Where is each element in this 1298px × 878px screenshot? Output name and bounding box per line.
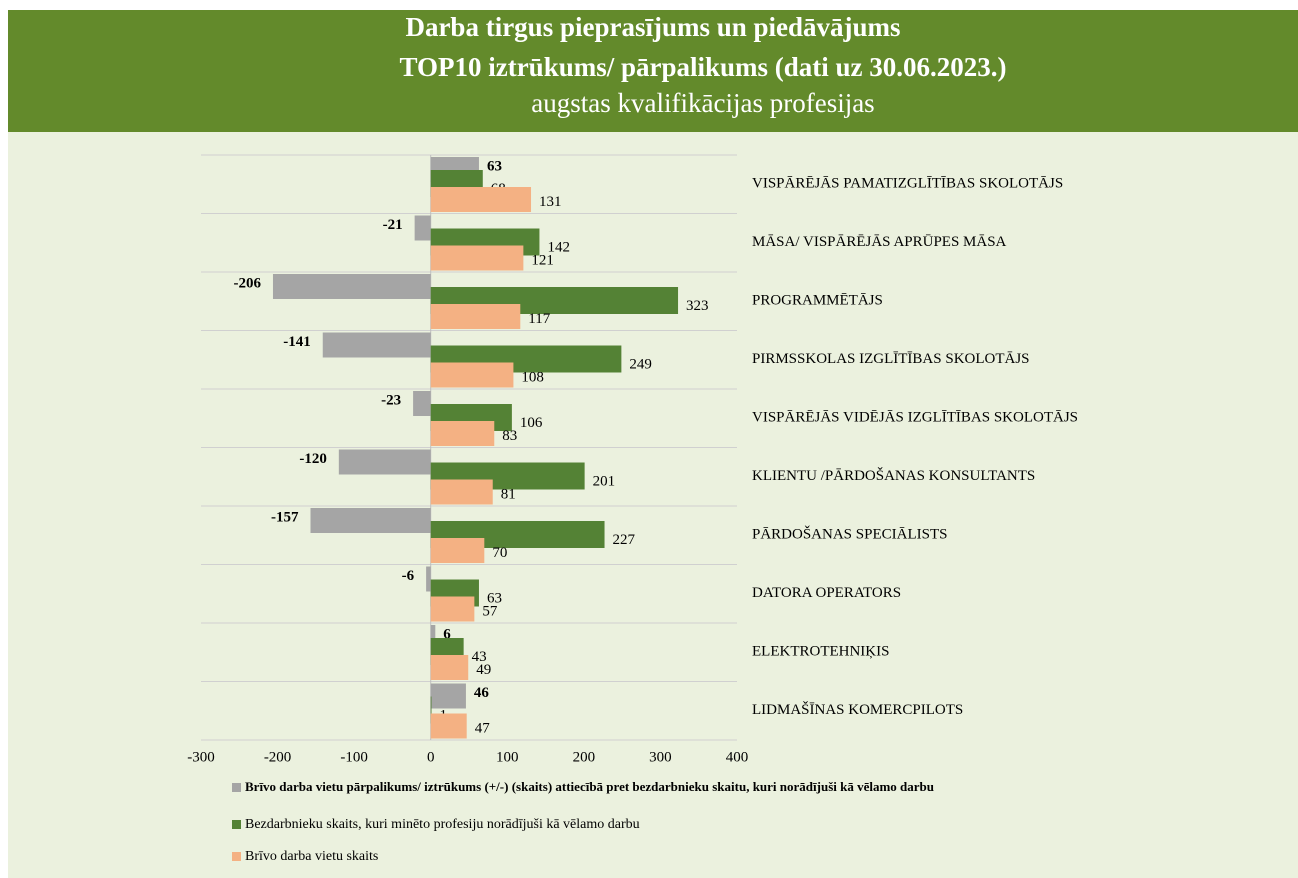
x-tick-label: 100 bbox=[496, 749, 519, 765]
chart-subtitle: augstas kvalifikācijas profesijas bbox=[531, 88, 874, 118]
bar bbox=[430, 696, 432, 724]
data-label: 49 bbox=[476, 662, 491, 678]
data-label: 43 bbox=[472, 649, 487, 665]
category-label: VISPĀRĒJĀS VIDĒJĀS IZGLĪTĪBAS SKOLOTĀJS bbox=[752, 410, 1078, 426]
data-label: 117 bbox=[528, 311, 550, 327]
data-label: -23 bbox=[381, 392, 401, 408]
bar bbox=[430, 538, 485, 563]
x-tick-label: -100 bbox=[340, 749, 368, 765]
bar bbox=[414, 215, 431, 241]
bar bbox=[322, 332, 431, 358]
bar bbox=[430, 421, 495, 446]
category-label: VISPĀRĒJĀS PAMATIZGLĪTĪBAS SKOLOTĀJS bbox=[752, 176, 1063, 192]
bar bbox=[430, 362, 514, 388]
category-label: ELEKTROTEHNIĶIS bbox=[752, 644, 889, 660]
data-label: 46 bbox=[474, 685, 490, 701]
data-label: -157 bbox=[271, 509, 299, 525]
x-tick-label: 400 bbox=[726, 749, 749, 765]
bar bbox=[338, 449, 431, 475]
data-label: 81 bbox=[501, 486, 516, 502]
bar bbox=[430, 655, 469, 680]
x-tick-label: 200 bbox=[573, 749, 596, 765]
legend-label: Bezdarbnieku skaits, kuri minēto profesi… bbox=[245, 817, 640, 832]
legend-swatch bbox=[232, 783, 241, 792]
x-tick-label: -300 bbox=[187, 749, 215, 765]
bar bbox=[430, 304, 521, 329]
bar bbox=[310, 508, 431, 533]
category-label: PIRMSSKOLAS IZGLĪTĪBAS SKOLOTĀJS bbox=[752, 351, 1030, 367]
data-label: -21 bbox=[383, 217, 403, 233]
category-label: DATORA OPERATORS bbox=[752, 585, 901, 601]
category-label: LIDMAŠĪNAS KOMERCPILOTS bbox=[752, 701, 963, 718]
data-label: 6 bbox=[443, 626, 451, 642]
bar bbox=[430, 683, 466, 709]
data-label: 106 bbox=[520, 415, 543, 431]
data-label: 227 bbox=[613, 532, 636, 548]
legend-label: Brīvo darba vietu pārpalikums/ iztrūkums… bbox=[245, 779, 934, 794]
bar bbox=[426, 566, 431, 592]
header-band bbox=[8, 10, 1298, 132]
chart-title: Darba tirgus pieprasījums un piedāvājums bbox=[405, 12, 900, 42]
data-label: 121 bbox=[531, 252, 554, 268]
data-label: 57 bbox=[482, 603, 498, 619]
category-label: PĀRDOŠANAS SPECIĀLISTS bbox=[752, 526, 947, 543]
data-label: 108 bbox=[521, 369, 544, 385]
category-label: MĀSA/ VISPĀRĒJĀS APRŪPES MĀSA bbox=[752, 234, 1007, 250]
data-label: 201 bbox=[593, 473, 616, 489]
legend-label: Brīvo darba vietu skaits bbox=[245, 849, 378, 864]
category-label: KLIENTU /PĀRDOŠANAS KONSULTANTS bbox=[752, 467, 1035, 484]
bar bbox=[430, 245, 524, 271]
data-label: 70 bbox=[492, 545, 507, 561]
data-label: 47 bbox=[475, 720, 491, 736]
data-label: -120 bbox=[299, 451, 327, 467]
plot-background bbox=[8, 10, 1298, 878]
data-label: 323 bbox=[686, 298, 709, 314]
bar bbox=[430, 713, 467, 739]
bar bbox=[430, 187, 532, 212]
data-label: 142 bbox=[547, 239, 570, 255]
x-tick-label: 0 bbox=[427, 749, 435, 765]
data-label: 63 bbox=[487, 590, 502, 606]
data-label: -141 bbox=[283, 334, 311, 350]
data-label: -6 bbox=[402, 568, 415, 584]
category-label: PROGRAMMĒTĀJS bbox=[752, 293, 883, 309]
data-label: 63 bbox=[487, 158, 502, 174]
legend-swatch bbox=[232, 820, 241, 829]
data-label: 83 bbox=[502, 428, 517, 444]
bar bbox=[272, 274, 431, 299]
data-label: 131 bbox=[539, 194, 562, 210]
bar bbox=[413, 391, 431, 416]
x-tick-label: 300 bbox=[649, 749, 672, 765]
bar bbox=[430, 596, 475, 622]
bar bbox=[430, 479, 493, 505]
data-label: 249 bbox=[629, 356, 652, 372]
x-tick-label: -200 bbox=[264, 749, 292, 765]
data-label: -206 bbox=[233, 275, 261, 291]
bar bbox=[430, 625, 436, 650]
chart-title-2: TOP10 iztrūkums/ pārpalikums (dati uz 30… bbox=[399, 52, 1006, 82]
legend-swatch bbox=[232, 852, 241, 861]
